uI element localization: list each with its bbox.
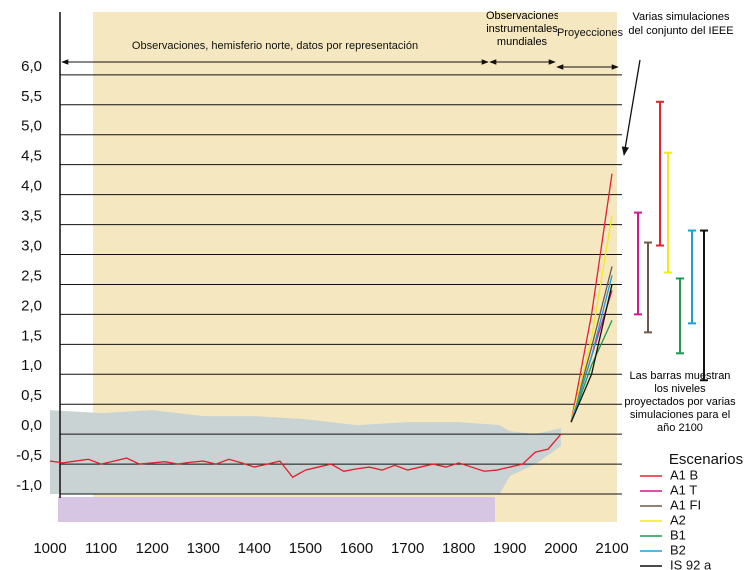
y-tick-label: 2,0	[21, 297, 42, 314]
y-tick-label: 0,5	[21, 387, 42, 404]
uncertainty-band	[50, 410, 561, 495]
y-tick-label: 3,5	[21, 208, 42, 225]
projection-line	[570, 173, 613, 423]
y-tick-label: 6,0	[21, 58, 42, 75]
y-tick-label: -0,5	[16, 447, 42, 464]
x-tick-label: 2100	[595, 540, 628, 557]
x-tick-label: 1300	[187, 540, 220, 557]
x-tick-label: 1500	[289, 540, 322, 557]
y-tick-label: 5,0	[21, 118, 42, 135]
legend-label: A1 B	[670, 467, 698, 482]
x-tick-label: 2000	[544, 540, 577, 557]
x-tick-label: 1100	[85, 540, 117, 557]
y-tick-label: 1,5	[21, 327, 42, 344]
x-tick-label: 1000	[33, 540, 66, 557]
annotation-box: Las barras muestran los niveles proyecta…	[624, 370, 736, 435]
y-tick-label: -1,0	[16, 477, 42, 494]
y-tick-label: 1,0	[21, 357, 42, 374]
legend-label: B2	[670, 542, 686, 557]
projection-line	[570, 284, 613, 423]
projection-line	[570, 266, 613, 423]
legend-label: IS 92 a	[670, 557, 712, 570]
x-tick-label: 1800	[442, 540, 475, 557]
projection-line	[570, 275, 613, 423]
x-tick-label: 1400	[238, 540, 271, 557]
annotation-box: Observaciones instrumentales mundiales	[486, 10, 558, 48]
annotation: Proyecciones	[557, 27, 624, 39]
observed-line	[49, 433, 562, 479]
annotation-box: Varias simulaciones del conjunto del IEE…	[628, 11, 734, 37]
y-tick-label: 5,5	[21, 88, 42, 105]
legend-title: Escenarios	[669, 451, 743, 468]
legend-label: A1 T	[670, 482, 697, 497]
purple-band	[58, 497, 495, 522]
annotation: Las barras muestran los niveles proyecta…	[624, 370, 736, 435]
y-tick-label: 2,5	[21, 267, 42, 284]
x-tick-label: 1600	[340, 540, 373, 557]
x-tick-label: 1700	[391, 540, 424, 557]
x-tick-label: 1900	[493, 540, 526, 557]
projection-line	[570, 320, 613, 423]
y-tick-label: 4,5	[21, 148, 42, 165]
x-tick-label: 1200	[135, 540, 168, 557]
annotation: Varias simulaciones del conjunto del IEE…	[628, 11, 734, 37]
y-tick-label: 0,0	[21, 417, 42, 434]
legend-label: B1	[670, 527, 686, 542]
annotation: Observaciones instrumentales mundiales	[486, 10, 558, 48]
projection-line	[570, 215, 613, 423]
legend-label: A2	[670, 512, 686, 527]
y-tick-label: 3,0	[21, 237, 42, 254]
y-tick-label: 4,0	[21, 178, 42, 195]
annotation: Observaciones, hemisferio norte, datos p…	[132, 40, 418, 52]
legend-label: A1 FI	[670, 497, 701, 512]
pointer-arrow	[621, 59, 641, 156]
